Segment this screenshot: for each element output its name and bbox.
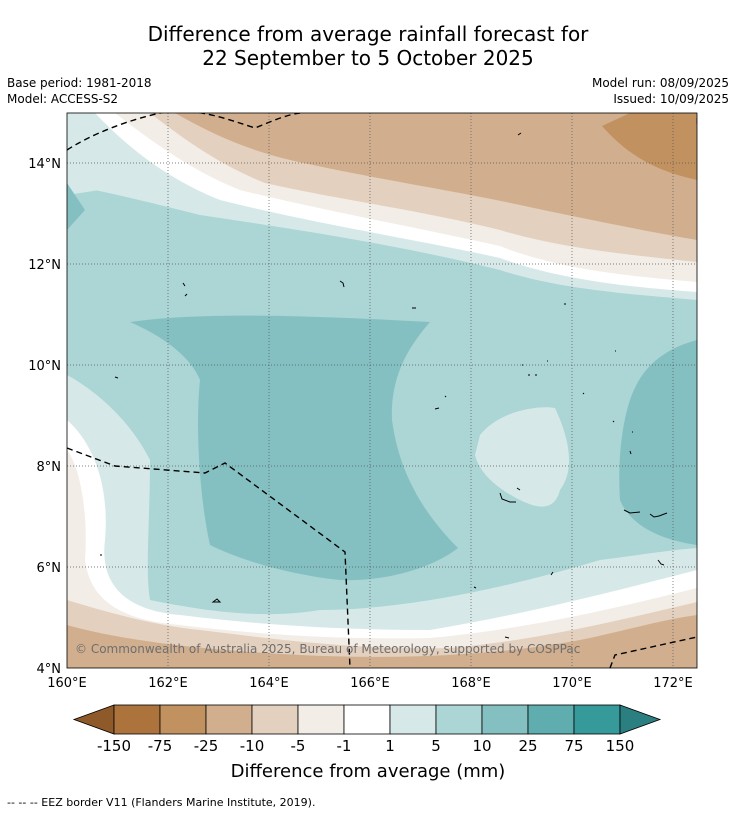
patch-west-light <box>67 130 100 195</box>
colorbar-bin <box>435 704 483 735</box>
lon-tick-168e: 168°E <box>451 676 491 691</box>
colorbar: -150 -75 -25 -10 -5 -1 1 5 10 25 75 150 <box>72 704 662 755</box>
lon-axis: 160°E 162°E 164°E 166°E 168°E 170°E 172°… <box>47 676 693 691</box>
colorbar-tick-label: -150 <box>97 737 131 755</box>
colorbar-tick-label: -25 <box>194 737 219 755</box>
colorbar-tick-label: -75 <box>148 737 173 755</box>
colorbar-arrow-high <box>619 704 662 735</box>
colorbar-tick-label: 10 <box>472 737 491 755</box>
lat-axis: 14°N 12°N 10°N 8°N 6°N 4°N <box>28 157 61 677</box>
lon-tick-172e: 172°E <box>653 676 693 691</box>
lat-tick-4n: 4°N <box>37 662 62 677</box>
lat-tick-14n: 14°N <box>28 157 61 172</box>
colorbar-tick-label: 25 <box>518 737 537 755</box>
lon-tick-166e: 166°E <box>350 676 390 691</box>
lon-tick-170e: 170°E <box>552 676 592 691</box>
colorbar-bin <box>527 704 575 735</box>
colorbar-tick-label: -1 <box>337 737 352 755</box>
colorbar-bin <box>389 704 437 735</box>
lat-tick-10n: 10°N <box>28 359 61 374</box>
eez-border <box>67 113 697 668</box>
eez-footnote: -- -- -- EEZ border V11 (Flanders Marine… <box>7 796 316 809</box>
islands <box>100 118 697 639</box>
colorbar-tick-label: -5 <box>291 737 306 755</box>
colorbar-tick-label: 150 <box>606 737 635 755</box>
colorbar-bin <box>481 704 529 735</box>
band-south-brown <box>67 615 697 668</box>
base-period: Base period: 1981-2018 <box>7 76 152 90</box>
model-run: Model run: 08/09/2025 <box>591 76 729 90</box>
blob-central-wet <box>130 315 458 581</box>
lon-tick-160e: 160°E <box>47 676 87 691</box>
band-south-light-blue <box>67 375 697 668</box>
patch-east-light <box>475 407 570 507</box>
rainfall-field: © Commonwealth of Australia 2025, Bureau… <box>67 113 697 668</box>
colorbar-bin <box>113 704 161 735</box>
title-line-2: 22 September to 5 October 2025 <box>202 46 534 70</box>
title-line-1: Difference from average rainfall forecas… <box>147 22 589 46</box>
lon-tick-162e: 162°E <box>148 676 188 691</box>
lat-tick-8n: 8°N <box>37 460 62 475</box>
lat-tick-6n: 6°N <box>37 561 62 576</box>
patch-west-dark <box>67 183 85 230</box>
colorbar-bin <box>159 704 207 735</box>
issued-date: Issued: 10/09/2025 <box>613 92 729 106</box>
colorbar-tick-label: 1 <box>385 737 395 755</box>
colorbar-bin <box>343 704 391 735</box>
colorbar-title: Difference from average (mm) <box>230 761 506 782</box>
map-frame <box>66 112 698 669</box>
colorbar-arrow-low <box>72 704 115 735</box>
lon-tick-164e: 164°E <box>249 676 289 691</box>
colorbar-tick-label: -10 <box>240 737 265 755</box>
copyright-notice: © Commonwealth of Australia 2025, Bureau… <box>75 642 580 656</box>
gridlines <box>67 113 697 668</box>
colorbar-bin <box>297 704 345 735</box>
colorbar-tick-label: 5 <box>431 737 441 755</box>
map-title: Difference from average rainfall forecas… <box>0 22 736 70</box>
model-name: Model: ACCESS-S2 <box>7 92 119 106</box>
meta-right: Model run: 08/09/2025 Issued: 10/09/2025 <box>592 75 729 107</box>
lat-tick-12n: 12°N <box>28 258 61 273</box>
colorbar-bin <box>251 704 299 735</box>
blob-east-wet <box>619 340 697 545</box>
colorbar-bin <box>205 704 253 735</box>
colorbar-tick-label: 75 <box>564 737 583 755</box>
colorbar-bin <box>573 704 621 735</box>
band-north-brown <box>175 113 697 240</box>
meta-left: Base period: 1981-2018 Model: ACCESS-S2 <box>7 75 152 107</box>
